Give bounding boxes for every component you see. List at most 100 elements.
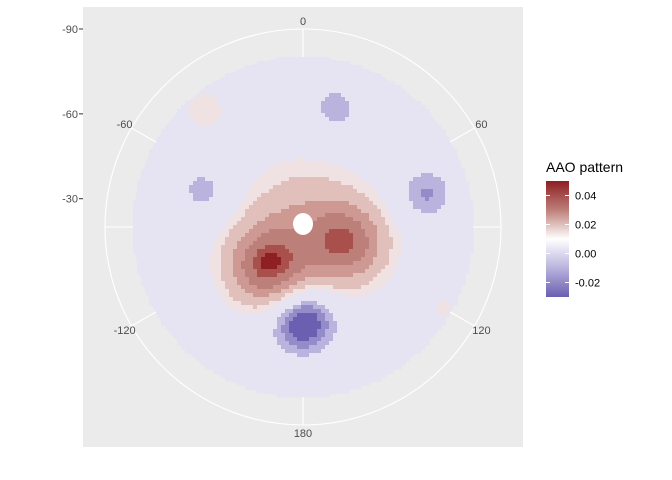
field-cell [357, 77, 362, 82]
field-cell [237, 69, 242, 74]
field-cell [241, 73, 246, 78]
field-cell [145, 221, 150, 226]
field-cell [377, 85, 382, 90]
field-cell [245, 145, 250, 150]
field-cell [293, 101, 298, 106]
field-cell [297, 325, 302, 330]
field-cell [401, 273, 406, 278]
field-cell [161, 197, 166, 202]
field-cell [301, 321, 306, 326]
field-cell [225, 301, 230, 306]
field-cell [205, 125, 210, 130]
field-cell [273, 277, 278, 282]
field-cell [265, 201, 270, 206]
field-cell [297, 73, 302, 78]
field-cell [217, 269, 222, 274]
field-cell [297, 101, 302, 106]
field-cell [309, 213, 314, 218]
field-cell [237, 301, 242, 306]
field-cell [253, 145, 258, 150]
field-cell [193, 113, 198, 118]
field-cell [153, 261, 158, 266]
field-cell [357, 217, 362, 222]
field-cell [169, 149, 174, 154]
field-cell [249, 141, 254, 146]
field-cell [313, 273, 318, 278]
field-cell [297, 125, 302, 130]
field-cell [241, 237, 246, 242]
field-cell [393, 129, 398, 134]
field-cell [153, 165, 158, 170]
field-cell [345, 281, 350, 286]
field-cell [205, 89, 210, 94]
field-cell [445, 257, 450, 262]
field-cell [229, 329, 234, 334]
field-cell [281, 221, 286, 226]
field-cell [457, 185, 462, 190]
field-cell [397, 117, 402, 122]
field-cell [353, 149, 358, 154]
field-cell [409, 153, 414, 158]
field-cell [453, 237, 458, 242]
field-cell [257, 61, 262, 66]
field-cell [145, 193, 150, 198]
field-cell [345, 81, 350, 86]
field-cell [309, 77, 314, 82]
field-cell [385, 221, 390, 226]
field-cell [433, 221, 438, 226]
field-cell [305, 285, 310, 290]
field-cell [181, 297, 186, 302]
field-cell [245, 201, 250, 206]
field-cell [329, 157, 334, 162]
field-cell [225, 157, 230, 162]
field-cell [209, 245, 214, 250]
field-cell [221, 81, 226, 86]
field-cell [461, 201, 466, 206]
field-cell [345, 61, 350, 66]
field-cell [313, 253, 318, 258]
field-cell [205, 305, 210, 310]
field-cell [349, 249, 354, 254]
field-cell [345, 269, 350, 274]
field-cell [245, 89, 250, 94]
field-cell [225, 309, 230, 314]
field-cell [261, 321, 266, 326]
field-cell [381, 245, 386, 250]
field-cell [465, 225, 470, 230]
field-cell [169, 185, 174, 190]
field-cell [325, 69, 330, 74]
field-cell [389, 201, 394, 206]
field-cell [249, 165, 254, 170]
field-cell [385, 261, 390, 266]
field-cell [333, 281, 338, 286]
field-cell [357, 161, 362, 166]
field-cell [441, 293, 446, 298]
field-cell [149, 289, 154, 294]
field-cell [249, 269, 254, 274]
field-cell [377, 81, 382, 86]
field-cell [341, 165, 346, 170]
field-cell [353, 69, 358, 74]
field-cell [293, 205, 298, 210]
field-cell [421, 117, 426, 122]
field-cell [437, 217, 442, 222]
field-cell [177, 185, 182, 190]
field-cell [241, 145, 246, 150]
field-cell [201, 89, 206, 94]
field-cell [429, 301, 434, 306]
field-cell [205, 109, 210, 114]
field-cell [289, 301, 294, 306]
field-cell [321, 153, 326, 158]
field-cell [429, 329, 434, 334]
field-cell [369, 129, 374, 134]
field-cell [301, 305, 306, 310]
field-cell [269, 205, 274, 210]
field-cell [145, 169, 150, 174]
field-cell [181, 185, 186, 190]
field-cell [229, 93, 234, 98]
field-cell [229, 209, 234, 214]
field-cell [233, 241, 238, 246]
field-cell [349, 253, 354, 258]
field-cell [341, 297, 346, 302]
field-cell [261, 141, 266, 146]
